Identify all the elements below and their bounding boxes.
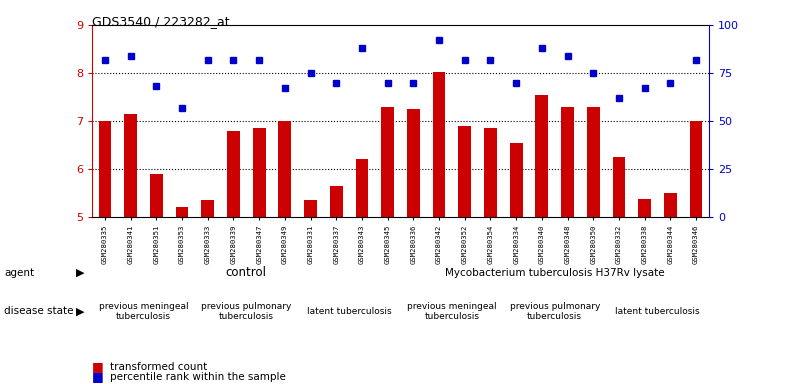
Bar (433, 72, 445, 217)
Bar (253, 128, 266, 217)
Bar (279, 121, 292, 217)
Bar (407, 109, 420, 217)
Bar (613, 157, 626, 217)
Bar (201, 200, 214, 217)
Text: GDS3540 / 223282_at: GDS3540 / 223282_at (92, 15, 230, 28)
Bar (587, 107, 600, 217)
Text: latent tuberculosis: latent tuberculosis (615, 307, 700, 316)
Bar (458, 126, 471, 217)
Bar (509, 142, 522, 217)
Bar (227, 131, 239, 217)
Text: transformed count: transformed count (110, 362, 207, 372)
Bar (330, 186, 343, 217)
Bar (356, 159, 368, 217)
Bar (664, 193, 677, 217)
Text: previous meningeal
tuberculosis: previous meningeal tuberculosis (407, 302, 497, 321)
Text: control: control (226, 266, 267, 280)
Bar (690, 121, 702, 217)
Bar (484, 128, 497, 217)
Bar (124, 114, 137, 217)
Text: agent: agent (4, 268, 34, 278)
Bar (638, 199, 651, 217)
Text: previous meningeal
tuberculosis: previous meningeal tuberculosis (99, 302, 188, 321)
Text: percentile rank within the sample: percentile rank within the sample (110, 372, 286, 382)
Text: disease state: disease state (4, 306, 74, 316)
Text: previous pulmonary
tuberculosis: previous pulmonary tuberculosis (509, 302, 600, 321)
Text: ■: ■ (92, 360, 104, 373)
Text: ▶: ▶ (75, 306, 84, 316)
Bar (175, 207, 188, 217)
Bar (304, 200, 317, 217)
Bar (381, 107, 394, 217)
Bar (562, 107, 574, 217)
Text: previous pulmonary
tuberculosis: previous pulmonary tuberculosis (201, 302, 292, 321)
Text: latent tuberculosis: latent tuberculosis (307, 307, 392, 316)
Text: Mycobacterium tuberculosis H37Rv lysate: Mycobacterium tuberculosis H37Rv lysate (445, 268, 665, 278)
Bar (150, 174, 163, 217)
Bar (535, 94, 548, 217)
Text: ▶: ▶ (75, 268, 84, 278)
Text: ■: ■ (92, 371, 104, 384)
Bar (99, 121, 111, 217)
